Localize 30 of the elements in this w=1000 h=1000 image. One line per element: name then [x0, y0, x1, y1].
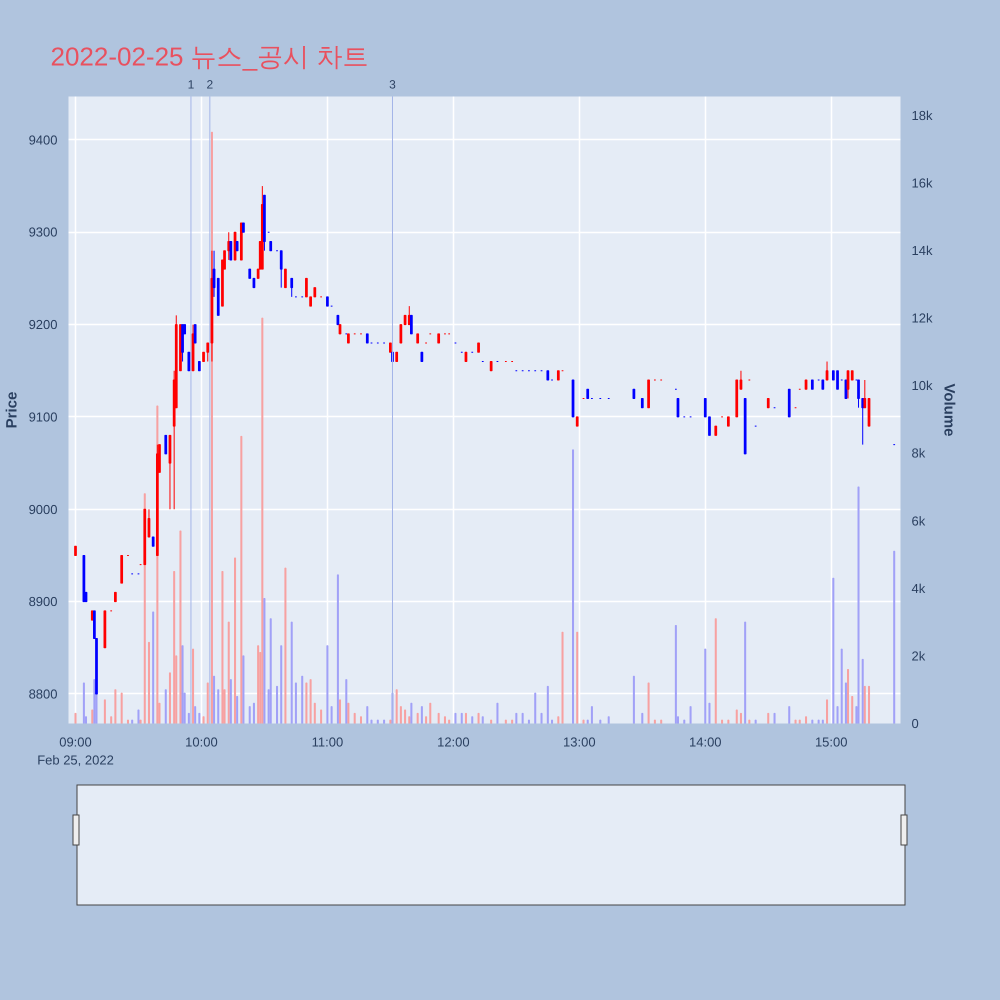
ref-line-label: 2: [206, 78, 214, 92]
x-tick-label: 13:00: [563, 734, 596, 750]
y2-tick-label: 6k: [912, 513, 926, 528]
x-tick-label: 09:00 Feb 25, 2022: [37, 734, 114, 768]
y2-tick-label: 2k: [912, 648, 926, 664]
y-tick-label: 9100: [28, 409, 58, 424]
ref-line-label: 3: [389, 78, 396, 92]
y-tick-label: 9200: [28, 317, 58, 332]
y2-tick-label: 14k: [912, 243, 933, 258]
y-tick-label: 9400: [28, 132, 58, 148]
y-tick-label: 9000: [28, 502, 58, 517]
y-tick-label: 8900: [28, 594, 58, 610]
y2-tick-label: 8k: [912, 446, 926, 461]
x-tick-label: 10:00: [185, 734, 218, 750]
chart-title: 2022-02-25 뉴스_공시 차트: [50, 42, 368, 72]
y2-tick-label: 10k: [912, 378, 933, 394]
y-tick-label: 9300: [28, 224, 58, 240]
x-tick-label: 14:00: [689, 734, 722, 750]
y2-tick-label: 4k: [912, 580, 926, 596]
y-tick-label: 8800: [28, 686, 58, 702]
x-tick-label: 15:00: [814, 734, 848, 750]
y2-axis-title: Volume: [940, 383, 958, 437]
y-axis-title: Price: [4, 392, 21, 428]
y2-tick-label: 12k: [912, 310, 933, 326]
ref-line-label: 1: [188, 78, 195, 92]
y2-tick-label: 18k: [912, 108, 933, 123]
y2-tick-label: 16k: [912, 175, 933, 190]
y2-tick-label: 0: [912, 716, 919, 731]
x-tick-label: 11:00: [312, 734, 344, 750]
x-tick-label: 12:00: [437, 734, 470, 750]
